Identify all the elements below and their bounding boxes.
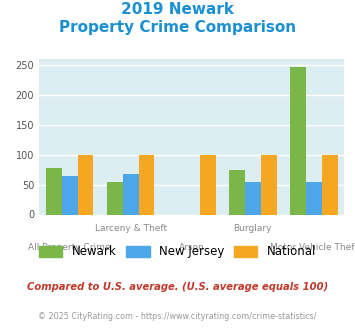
- Text: Larceny & Theft: Larceny & Theft: [94, 224, 167, 233]
- Bar: [62, 176, 77, 214]
- Bar: [290, 67, 306, 214]
- Text: Motor Vehicle Theft: Motor Vehicle Theft: [270, 243, 355, 251]
- Legend: Newark, New Jersey, National: Newark, New Jersey, National: [34, 241, 321, 263]
- Bar: [261, 155, 277, 214]
- Bar: [306, 182, 322, 214]
- Bar: [322, 155, 338, 214]
- Text: Burglary: Burglary: [234, 224, 272, 233]
- Bar: [200, 155, 215, 214]
- Bar: [107, 182, 123, 214]
- Bar: [229, 170, 245, 214]
- Bar: [77, 155, 93, 214]
- Text: 2019 Newark: 2019 Newark: [121, 2, 234, 16]
- Text: Arson: Arson: [179, 243, 204, 251]
- Text: Compared to U.S. average. (U.S. average equals 100): Compared to U.S. average. (U.S. average …: [27, 282, 328, 292]
- Bar: [245, 182, 261, 214]
- Bar: [46, 168, 62, 214]
- Bar: [138, 155, 154, 214]
- Text: Property Crime Comparison: Property Crime Comparison: [59, 20, 296, 35]
- Text: All Property Crime: All Property Crime: [28, 243, 111, 251]
- Bar: [123, 174, 138, 214]
- Text: © 2025 CityRating.com - https://www.cityrating.com/crime-statistics/: © 2025 CityRating.com - https://www.city…: [38, 312, 317, 321]
